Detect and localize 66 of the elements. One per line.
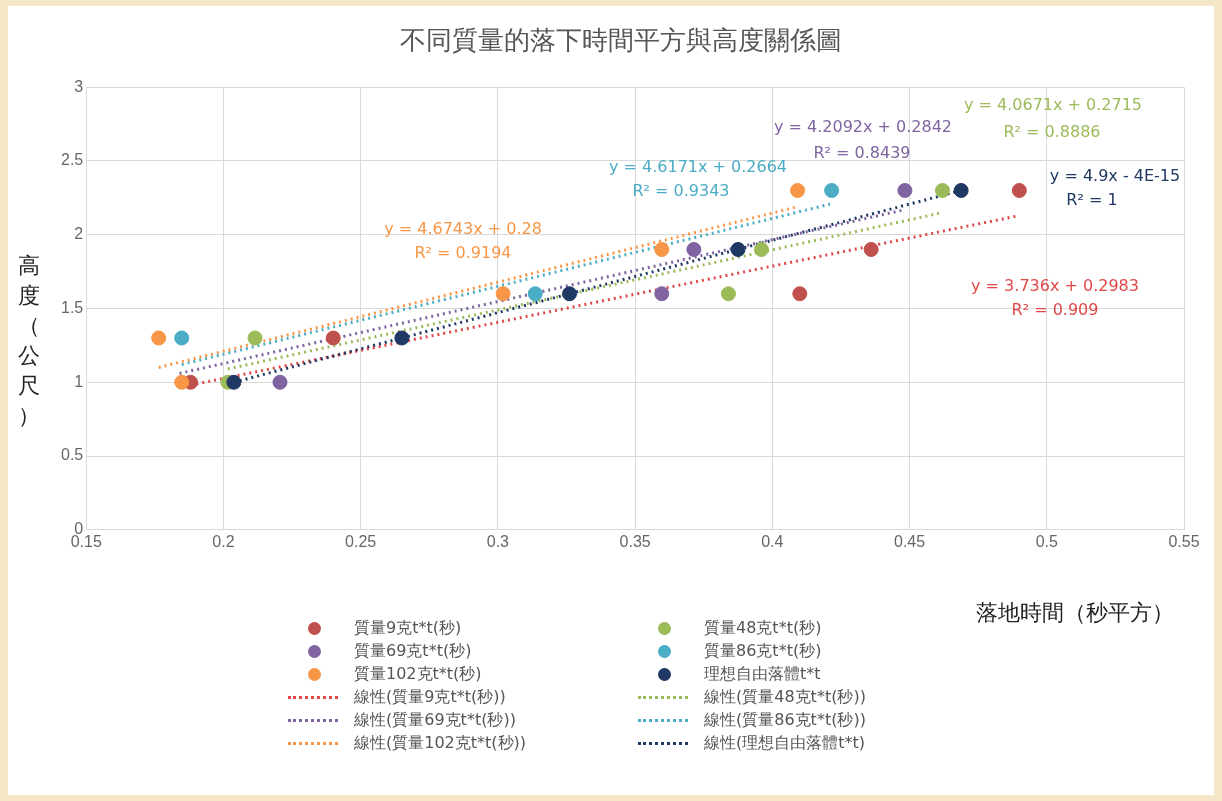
y-tick-label: 1.5 <box>60 298 84 316</box>
annotation: R² = 1 <box>1066 190 1118 210</box>
x-tick-label: 0.3 <box>486 532 510 550</box>
point <box>394 330 410 346</box>
point <box>562 286 578 302</box>
point <box>720 286 736 302</box>
point <box>863 241 879 257</box>
point <box>654 286 670 302</box>
point <box>934 182 950 198</box>
point <box>247 330 263 346</box>
annotation: R² = 0.8439 <box>813 143 911 163</box>
point <box>527 286 543 302</box>
point <box>174 330 190 346</box>
legend-label: 質量48克t*t(秒) <box>704 618 822 639</box>
legend-label: 質量69克t*t(秒) <box>354 641 472 662</box>
legend-label: 線性(質量69克t*t(秒)) <box>354 710 516 731</box>
x-tick-label: 0.55 <box>1168 532 1200 550</box>
point <box>730 241 746 257</box>
chart-title: 不同質量的落下時間平方與高度關係圖 <box>400 24 842 55</box>
point <box>897 182 913 198</box>
point <box>495 286 511 302</box>
point <box>174 374 190 390</box>
x-tick-label: 0.2 <box>212 532 235 550</box>
legend-label: 線性(質量86克t*t(秒)) <box>704 710 866 731</box>
point <box>1011 182 1027 198</box>
point <box>654 241 670 257</box>
y-tick-label: 2 <box>74 225 84 243</box>
point <box>272 374 288 390</box>
legend-label: 線性(質量9克t*t(秒)) <box>354 687 506 708</box>
annotation: R² = 0.9194 <box>414 243 512 263</box>
point <box>226 374 242 390</box>
legend-label: 線性(質量102克t*t(秒)) <box>354 733 527 754</box>
legend-label: 質量102克t*t(秒) <box>354 664 482 685</box>
x-tick-label: 0.45 <box>893 532 926 550</box>
point <box>824 182 840 198</box>
annotation: R² = 0.909 <box>1011 300 1099 320</box>
x-tick-label: 0.4 <box>761 532 784 550</box>
point <box>790 182 806 198</box>
annotation: R² = 0.9343 <box>632 181 730 201</box>
point <box>325 330 341 346</box>
x-tick-label: 0.35 <box>619 532 651 550</box>
legend-label: 理想自由落體t*t <box>704 664 821 685</box>
x-tick-label: 0.5 <box>1035 532 1058 550</box>
point <box>953 182 969 198</box>
x-tick-label: 0.25 <box>345 532 377 550</box>
annotation: y = 3.736x + 0.2983 <box>971 276 1139 296</box>
annotation: y = 4.6743x + 0.28 <box>384 219 542 239</box>
x-axis-title: 落地時間（秒平方） <box>976 599 1174 627</box>
y-tick-label: 2.5 <box>60 151 84 169</box>
legend-label: 質量9克t*t(秒) <box>354 618 462 639</box>
legend-label: 線性(質量48克t*t(秒)) <box>704 687 866 708</box>
y-tick-label: 1 <box>74 372 84 390</box>
annotation: y = 4.2092x + 0.2842 <box>773 117 953 137</box>
point <box>686 241 702 257</box>
annotation: y = 4.0671x + 0.2715 <box>963 95 1143 115</box>
legend-label: 質量86克t*t(秒) <box>704 641 822 662</box>
annotation: y = 4.9x - 4E-15 <box>1049 166 1181 186</box>
y-axis-title: 高度（公尺） <box>17 252 41 430</box>
point <box>151 330 167 346</box>
point <box>753 241 769 257</box>
legend-label: 線性(理想自由落體t*t) <box>704 733 866 754</box>
point <box>792 286 808 302</box>
y-tick-label: 0.5 <box>60 446 84 464</box>
annotation: y = 4.6171x + 0.2664 <box>608 157 788 177</box>
y-tick-label: 3 <box>74 77 84 95</box>
annotation: R² = 0.8886 <box>1003 122 1101 142</box>
